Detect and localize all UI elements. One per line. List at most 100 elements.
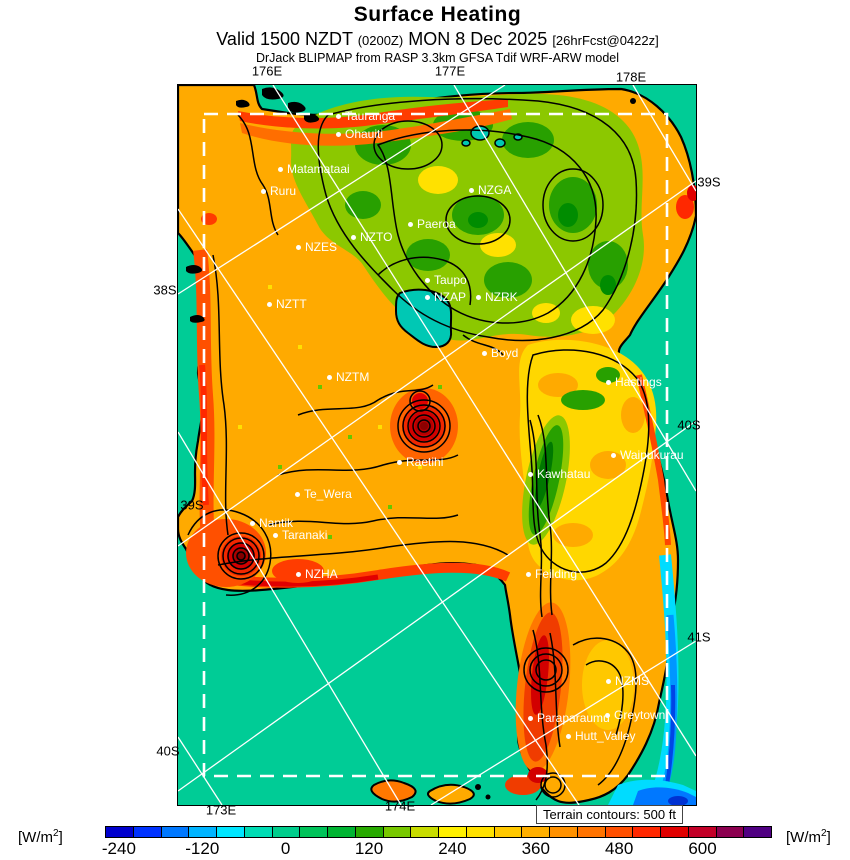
station-dot — [250, 521, 255, 526]
station-dot — [351, 235, 356, 240]
units-text: [W/m — [786, 829, 821, 846]
station-dot — [528, 472, 533, 477]
colorbar-segment — [465, 827, 494, 837]
axis-label-40s: 40S — [156, 743, 180, 759]
station-label: Waipukurau — [620, 448, 684, 462]
station-label: Taupo — [434, 273, 467, 287]
axis-label-38s: 38S — [153, 282, 177, 298]
station-dot — [296, 572, 301, 577]
colorbar-tick: 600 — [688, 839, 717, 858]
station-dot — [611, 453, 616, 458]
valid-time-line: Valid 1500 NZDT (0200Z) MON 8 Dec 2025 [… — [30, 29, 845, 50]
station-label: Tauranga — [345, 109, 396, 123]
colorbar-tick: 0 — [280, 839, 291, 858]
station-label: Boyd — [491, 346, 519, 360]
colorbar-segment — [632, 827, 660, 837]
colorbar-segment — [438, 827, 466, 837]
colorbar — [105, 826, 772, 838]
station-dot — [261, 189, 266, 194]
units-text: ] — [58, 829, 63, 846]
station-dot — [397, 460, 402, 465]
colorbar-segment — [576, 827, 605, 837]
station-label: Matamataai — [287, 162, 350, 176]
axis-label-39s: 39S — [697, 174, 721, 190]
colorbar-tick: -120 — [185, 839, 220, 858]
axis-label-177e: 177E — [434, 63, 466, 79]
page-title: Surface Heating — [353, 3, 522, 26]
station-label: NZTM — [336, 370, 370, 384]
station-dot — [528, 716, 533, 721]
valid-zulu: (0200Z) — [357, 33, 404, 48]
station-dot — [469, 188, 474, 193]
colorbar-tick: 120 — [354, 839, 384, 858]
station-label: NZMS — [615, 674, 649, 688]
station-label: NZRK — [485, 290, 518, 304]
station-dot — [267, 302, 272, 307]
colorbar-segment — [160, 827, 189, 837]
station-label: Hutt_Valley — [575, 729, 636, 743]
valid-prefix: Valid 1500 NZDT — [216, 29, 353, 49]
colorbar-segment — [493, 827, 522, 837]
colorbar-segment — [715, 827, 744, 837]
colorbar-segment — [549, 827, 577, 837]
axis-label-178e: 178E — [615, 69, 647, 85]
terrain-contours-note: Terrain contours: 500 ft — [536, 805, 683, 824]
station-dot — [606, 679, 611, 684]
station-label: NZAP — [434, 290, 467, 304]
header: Surface Heating Valid 1500 NZDT (0200Z) … — [30, 0, 845, 65]
colorbar-segment — [743, 827, 771, 837]
station-label: Taranaki — [282, 528, 328, 542]
valid-fcst: [26hrFcst@0422z] — [552, 33, 659, 48]
colorbar-segment — [687, 827, 716, 837]
station-label: Nantik — [259, 516, 294, 530]
station-dot — [476, 295, 481, 300]
station-dot — [408, 222, 413, 227]
terrain-contours — [187, 97, 650, 801]
station-label: NZHA — [305, 567, 338, 581]
station-dot — [278, 167, 283, 172]
colorbar-segment — [216, 827, 244, 837]
station-label: Te_Wera — [304, 487, 352, 501]
domain-boundary — [202, 112, 669, 778]
colorbar-segment — [410, 827, 438, 837]
station-dot — [296, 245, 301, 250]
axis-label-176e: 176E — [251, 63, 283, 79]
station-dot — [482, 351, 487, 356]
station-label: NZGA — [478, 183, 512, 197]
station-label: Feilding — [535, 567, 578, 581]
colorbar-tick: 480 — [604, 839, 634, 858]
colorbar-tick: -240 — [101, 839, 136, 858]
colorbar-segment — [382, 827, 411, 837]
station-label: Paraparaumu — [537, 711, 610, 725]
units-label-left: [W/m2] — [18, 828, 63, 846]
units-label-right: [W/m2] — [786, 828, 831, 846]
units-text: ] — [826, 829, 831, 846]
station-dot — [336, 132, 341, 137]
colorbar-tick: 240 — [438, 839, 467, 858]
axis-label-39s: 39S — [180, 497, 204, 513]
axis-label-173e: 173E — [205, 802, 237, 818]
colorbar-segment — [660, 827, 688, 837]
station-label: Ohauiti — [345, 127, 384, 141]
station-dot — [605, 713, 610, 718]
station-dot — [566, 734, 571, 739]
colorbar-tick: 360 — [521, 839, 550, 858]
station-dot — [295, 492, 300, 497]
colorbar-segment — [354, 827, 383, 837]
axis-label-41s: 41S — [687, 629, 711, 645]
graticule — [178, 85, 696, 805]
station-label: Kawhatau — [537, 467, 591, 481]
units-sup: 2 — [821, 828, 827, 839]
island-fragments — [186, 87, 636, 323]
colorbar-segment — [243, 827, 272, 837]
colorbar-segment — [271, 827, 300, 837]
station-label: Paeroa — [417, 217, 456, 231]
station-dot — [606, 380, 611, 385]
station-dot — [425, 295, 430, 300]
units-text: [W/m — [18, 829, 53, 846]
colorbar-segment — [188, 827, 216, 837]
colorbar-segment — [604, 827, 633, 837]
station-label: Hastings — [615, 375, 662, 389]
station-dot — [425, 278, 430, 283]
